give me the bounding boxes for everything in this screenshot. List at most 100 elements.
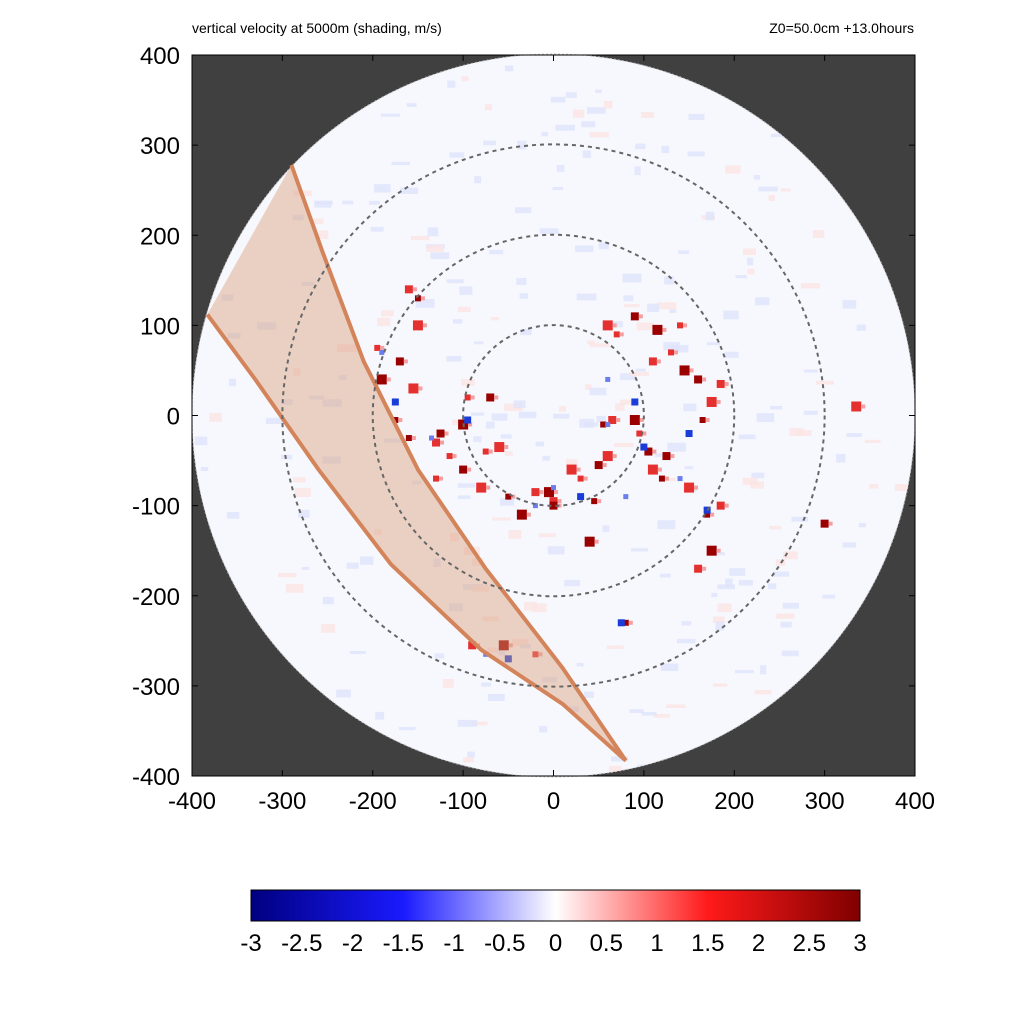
background-noise (641, 111, 655, 119)
colorbar-tick-label: 2 (752, 930, 765, 957)
background-noise (772, 571, 790, 577)
background-noise (474, 176, 482, 184)
y-tick-label: 400 (140, 43, 180, 70)
background-noise (659, 573, 671, 578)
background-noise (471, 412, 484, 416)
updraft-cell (446, 453, 453, 460)
background-noise (657, 520, 676, 530)
background-noise (572, 109, 585, 118)
background-noise (636, 322, 654, 331)
background-noise (634, 166, 641, 176)
background-noise (463, 757, 474, 763)
background-noise (518, 411, 537, 419)
updraft-cell (679, 365, 690, 376)
background-noise (461, 379, 475, 387)
background-noise (869, 483, 879, 489)
background-noise (629, 371, 649, 376)
background-noise (508, 530, 522, 539)
background-noise (678, 250, 690, 255)
background-noise (434, 653, 445, 659)
background-noise (538, 533, 556, 538)
background-noise (663, 342, 680, 351)
colorbar-tick-label: 3 (853, 930, 866, 957)
updraft-halo (861, 404, 866, 409)
background-noise (555, 124, 576, 131)
background-noise (781, 188, 791, 192)
background-noise (459, 286, 473, 295)
background-noise (285, 583, 304, 593)
background-noise (589, 343, 610, 348)
updraft-halo (452, 454, 457, 459)
background-noise (842, 300, 857, 309)
updraft-halo (440, 440, 445, 445)
background-noise (512, 638, 529, 647)
background-noise (542, 455, 551, 461)
background-noise (550, 96, 566, 103)
updraft-cell (647, 464, 658, 475)
background-noise (292, 214, 304, 221)
background-noise (598, 242, 609, 250)
background-noise (513, 400, 526, 409)
updraft-cell (644, 447, 653, 456)
updraft-cell (706, 545, 717, 556)
background-noise (448, 603, 463, 612)
downdraft-cell (464, 416, 472, 424)
background-noise (265, 417, 285, 424)
updraft-cell (684, 482, 695, 493)
updraft-cell (636, 430, 643, 437)
background-noise (742, 248, 756, 256)
updraft-cell (486, 393, 495, 402)
updraft-halo (710, 512, 715, 517)
background-noise (194, 436, 208, 446)
updraft-halo (828, 521, 833, 526)
background-noise (481, 682, 492, 687)
updraft-cell (716, 379, 725, 388)
background-noise (457, 483, 476, 488)
updraft-halo (418, 386, 423, 391)
background-noise (725, 165, 741, 174)
updraft-cell (459, 465, 468, 474)
y-tick-label: 300 (140, 133, 180, 160)
updraft-cell (602, 320, 613, 331)
background-noise (715, 552, 725, 556)
updraft-halo (602, 463, 607, 468)
background-noise (487, 693, 505, 701)
updraft-cell (613, 331, 620, 338)
background-noise (492, 517, 511, 521)
updraft-cell (716, 501, 725, 510)
updraft-cell (494, 442, 505, 453)
downdraft-cell (532, 503, 538, 509)
background-noise (301, 566, 310, 570)
updraft-halo (616, 418, 621, 423)
background-noise (742, 477, 758, 485)
background-noise (349, 650, 366, 655)
background-noise (725, 351, 739, 358)
background-noise (515, 207, 532, 214)
updraft-cell (505, 493, 512, 500)
background-noise (569, 706, 579, 713)
updraft-cell (630, 312, 639, 321)
updraft-cell (704, 511, 711, 518)
background-noise (687, 151, 705, 157)
background-noise (520, 328, 532, 336)
x-tick-label: 300 (805, 788, 845, 815)
background-noise (595, 89, 602, 94)
updraft-halo (420, 296, 425, 301)
updraft-halo (670, 454, 675, 459)
updraft-halo (557, 499, 562, 504)
background-noise (684, 466, 694, 470)
updraft-halo (504, 445, 509, 450)
background-noise (336, 689, 351, 698)
updraft-cell (662, 452, 671, 461)
background-noise (791, 516, 809, 522)
x-tick-label: 0 (547, 788, 560, 815)
background-noise (647, 303, 660, 313)
background-noise (812, 229, 825, 238)
downdraft-cell (391, 398, 399, 406)
background-noise (747, 257, 754, 266)
background-noise (754, 689, 772, 695)
updraft-halo (526, 512, 531, 517)
background-noise (221, 294, 234, 301)
colorbar-tick-label: 0.5 (590, 930, 623, 957)
updraft-cell (531, 488, 540, 497)
